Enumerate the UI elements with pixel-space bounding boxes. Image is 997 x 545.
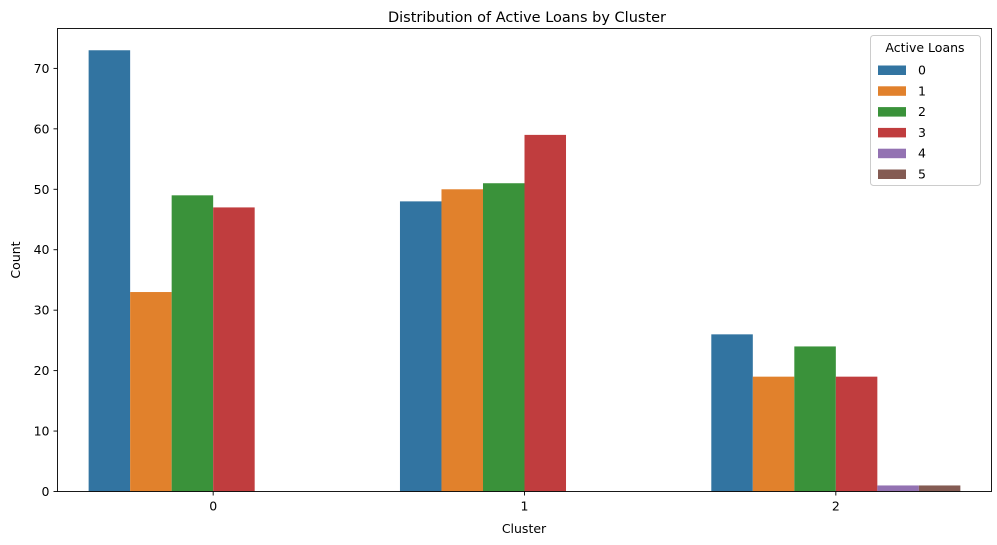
legend-swatch-1 xyxy=(878,86,906,96)
bar-cluster-2-loans-1 xyxy=(752,376,795,492)
bar-cluster-1-loans-2 xyxy=(482,183,525,492)
y-tick-label: 60 xyxy=(34,121,50,136)
x-tick-label: 1 xyxy=(521,499,529,514)
bar-cluster-2-loans-4 xyxy=(877,485,919,492)
x-axis: 0 1 2 xyxy=(209,491,840,514)
legend-swatch-0 xyxy=(878,65,906,75)
legend-label-2: 2 xyxy=(918,104,926,119)
bar-cluster-2-loans-2 xyxy=(794,346,836,492)
legend-swatch-5 xyxy=(878,169,906,179)
bar-cluster-0-loans-3 xyxy=(213,207,255,492)
legend: Active Loans 0 1 2 3 4 5 xyxy=(870,35,981,186)
bar-cluster-0-loans-2 xyxy=(171,195,214,492)
x-tick-label: 0 xyxy=(209,499,217,514)
x-axis-label: Cluster xyxy=(502,521,547,536)
y-tick-label: 40 xyxy=(34,242,50,257)
y-tick-label: 10 xyxy=(34,424,50,439)
x-tick-label: 2 xyxy=(832,499,840,514)
legend-swatch-3 xyxy=(878,127,906,138)
legend-label-5: 5 xyxy=(918,167,926,182)
legend-label-1: 1 xyxy=(918,83,926,98)
bar-cluster-0-loans-1 xyxy=(130,292,172,492)
legend-swatch-2 xyxy=(878,107,906,117)
legend-label-3: 3 xyxy=(918,125,926,140)
y-tick-label: 30 xyxy=(34,303,50,318)
y-axis-label: Count xyxy=(8,241,23,278)
bar-cluster-2-loans-5 xyxy=(918,485,961,492)
legend-swatch-4 xyxy=(878,148,906,159)
bar-cluster-2-loans-3 xyxy=(835,376,878,492)
y-axis: 0 10 20 30 40 50 60 70 xyxy=(34,61,58,499)
bar-cluster-2-loans-0 xyxy=(711,334,753,492)
y-tick-label: 0 xyxy=(42,484,50,499)
legend-title: Active Loans xyxy=(885,40,964,55)
y-tick-label: 20 xyxy=(34,363,50,378)
bar-cluster-1-loans-1 xyxy=(441,189,483,492)
bar-cluster-0-loans-0 xyxy=(88,50,131,492)
y-tick-label: 70 xyxy=(34,61,50,76)
bars-group xyxy=(88,50,961,492)
chart-title: Distribution of Active Loans by Cluster xyxy=(388,10,666,26)
y-tick-label: 50 xyxy=(34,182,50,197)
legend-label-4: 4 xyxy=(918,146,926,161)
plot-frame xyxy=(57,28,992,492)
bar-cluster-1-loans-3 xyxy=(524,134,567,492)
legend-label-0: 0 xyxy=(918,63,926,78)
bar-cluster-1-loans-0 xyxy=(399,201,442,492)
